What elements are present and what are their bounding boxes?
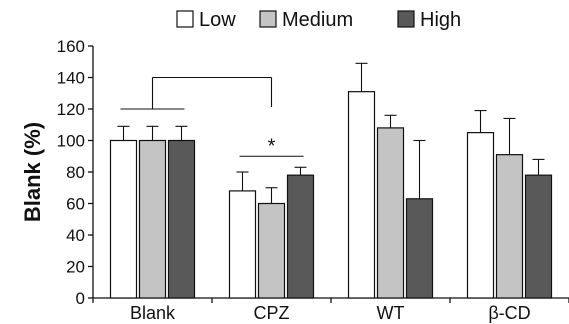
x-axis: Blank CPZ WT β-CD [92,297,569,323]
bar [228,190,257,299]
bar [495,154,524,299]
bar [109,139,138,299]
y-tick-label: 120 [57,100,85,119]
legend-label: Medium [282,9,353,31]
y-tick-label: 0 [76,289,85,308]
bars [109,91,553,299]
y-axis-label: Blank (%) [20,122,45,222]
error-bars [117,62,545,204]
y-tick-label: 60 [66,195,85,214]
bar [376,127,405,299]
bar [347,91,376,299]
bar [524,174,553,299]
y-tick-label: 100 [57,132,85,151]
y-axis: 0 20 40 60 80 100 120 140 160 [57,37,94,308]
x-category-label: β-CD [488,303,530,323]
y-tick-label: 40 [66,226,85,245]
y-tick-label: 140 [57,69,85,88]
x-category-label: WT [377,303,405,323]
y-tick-label: 160 [57,37,85,56]
bar [138,139,167,299]
legend-swatch [259,10,277,28]
bar [257,202,286,299]
x-category-label: Blank [130,303,176,323]
legend: Low Medium High [176,9,461,31]
y-tick-label: 80 [66,163,85,182]
legend-swatch [176,10,194,28]
significance-star: * [268,135,276,157]
legend-label: Low [199,9,236,31]
bar [167,139,196,299]
y-tick-label: 20 [66,258,85,277]
legend-label: High [420,9,461,31]
bar [466,132,495,299]
bar [405,198,434,299]
legend-swatch [397,10,415,28]
x-category-label: CPZ [254,303,290,323]
bar [286,174,315,299]
significance-annotation: * [120,76,304,157]
